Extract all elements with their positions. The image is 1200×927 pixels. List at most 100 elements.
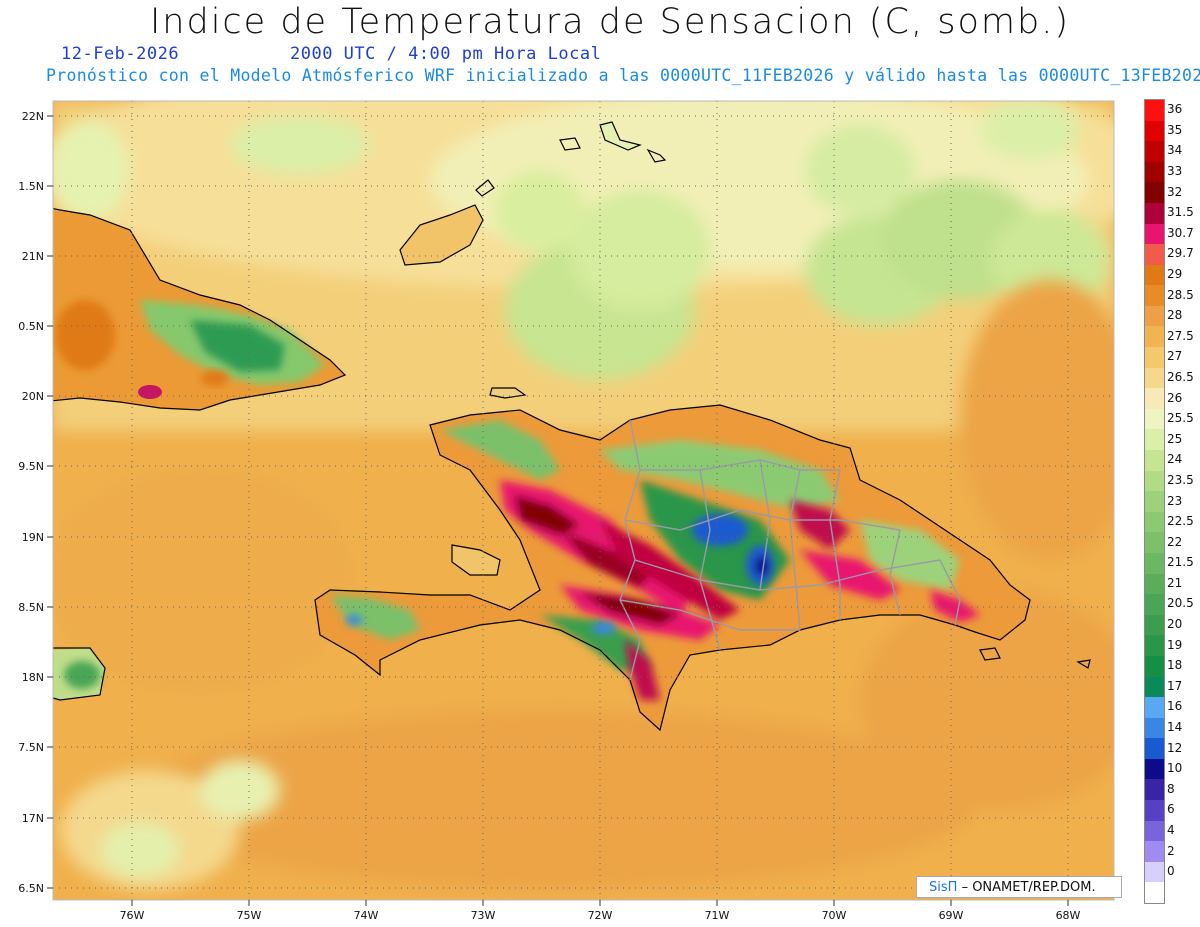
- lon-label: 71W: [705, 909, 730, 922]
- legend-label: 21.5: [1167, 555, 1194, 570]
- legend-label: 26: [1167, 390, 1183, 405]
- legend-label: 31.5: [1167, 205, 1194, 220]
- lon-label: 69W: [939, 909, 964, 922]
- province-borders: [619, 419, 961, 681]
- legend-swatch: [1145, 882, 1164, 904]
- legend-label: 22: [1167, 534, 1183, 549]
- legend-swatch: [1145, 861, 1164, 883]
- legend-label: 21: [1167, 575, 1183, 590]
- legend-swatch: [1145, 841, 1164, 863]
- lon-label: 70W: [822, 909, 847, 922]
- legend-label: 23.5: [1167, 472, 1194, 487]
- legend-swatch: [1145, 676, 1164, 698]
- gonave-landmass: [452, 545, 500, 575]
- map-title: Indice de Temperatura de Sensacion (C, s…: [149, 2, 1070, 42]
- lon-label: 73W: [471, 909, 496, 922]
- lon-label: 68W: [1056, 909, 1081, 922]
- legend-label: 29: [1167, 267, 1183, 281]
- legend-swatch: [1145, 429, 1164, 451]
- legend-label: 28.5: [1167, 287, 1194, 302]
- legend-swatch: [1145, 347, 1164, 369]
- legend-swatch: [1145, 285, 1164, 307]
- legend-label: 8: [1167, 781, 1175, 796]
- legend-label: 19: [1167, 637, 1183, 652]
- legend-swatch: [1145, 120, 1164, 142]
- ticks: [47, 115, 1069, 906]
- lat-label: 19N: [22, 531, 44, 544]
- legend-label: 18: [1167, 658, 1183, 673]
- legend-swatch: [1145, 635, 1164, 657]
- legend-label: 17: [1167, 678, 1183, 693]
- legend-label: 28: [1167, 308, 1183, 323]
- legend-swatch: [1145, 738, 1164, 760]
- hispaniola-landmass: [315, 405, 1030, 730]
- legend-label: 0: [1167, 864, 1175, 879]
- legend-label: 34: [1167, 143, 1183, 158]
- legend-label: 27.5: [1167, 328, 1194, 343]
- legend-swatch: [1145, 800, 1164, 822]
- legend-swatch: [1145, 491, 1164, 513]
- legend-label: 35: [1167, 122, 1183, 137]
- credit-box: SisΠ – ONAMET/REP.DOM.: [916, 876, 1122, 898]
- legend-label: 14: [1167, 719, 1183, 734]
- sispi-logo: SisΠ: [929, 880, 958, 895]
- legend-label: 16: [1167, 699, 1183, 714]
- lat-label: 1.5N: [18, 180, 44, 193]
- forecast-time: 2000 UTC / 4:00 pm Hora Local: [290, 44, 602, 64]
- legend-label: 26.5: [1167, 369, 1194, 384]
- legend-swatch: [1145, 779, 1164, 801]
- lon-label: 75W: [237, 909, 262, 922]
- legend-swatch: [1145, 532, 1164, 554]
- legend-swatch: [1145, 388, 1164, 410]
- legend-label: 29.7: [1167, 246, 1194, 261]
- coastlines: [53, 121, 1091, 732]
- legend-label: 23: [1167, 493, 1183, 508]
- legend-label: 20.5: [1167, 596, 1194, 611]
- map-frame: [52, 100, 1115, 901]
- legend-swatch: [1145, 141, 1164, 163]
- lat-label: 17N: [22, 812, 44, 825]
- legend-swatch: [1145, 408, 1164, 430]
- legend-swatch: [1145, 655, 1164, 677]
- legend-swatch: [1145, 100, 1164, 122]
- legend-swatch: [1145, 264, 1164, 286]
- legend-label: 20: [1167, 617, 1183, 632]
- lat-label: 9.5N: [18, 460, 44, 473]
- legend-label: 27: [1167, 349, 1183, 364]
- legend-swatch: [1145, 182, 1164, 204]
- legend-swatch: [1145, 305, 1164, 327]
- legend-label: 6: [1167, 802, 1175, 817]
- legend-label: 12: [1167, 740, 1183, 755]
- legend-label: 36: [1167, 102, 1183, 117]
- legend-label: 25: [1167, 431, 1183, 446]
- legend-swatch: [1145, 161, 1164, 183]
- legend-label: 24: [1167, 452, 1183, 467]
- legend-label: 22.5: [1167, 514, 1194, 529]
- legend-swatch: [1145, 594, 1164, 616]
- axis-labels: 22N 1.5N 21N 0.5N 20N 9.5N 19N 8.5N 18N …: [18, 110, 1080, 922]
- legend-label: 2: [1167, 843, 1175, 858]
- model-subtitle: Pronóstico con el Modelo Atmósferico WRF…: [46, 66, 1200, 85]
- legend-label: 33: [1167, 164, 1183, 179]
- lon-label: 74W: [354, 909, 379, 922]
- cuba-landmass: [53, 210, 345, 410]
- lat-label: 22N: [22, 110, 44, 123]
- legend-swatch: [1145, 450, 1164, 472]
- legend-swatch: [1145, 326, 1164, 348]
- lat-label: 18N: [22, 671, 44, 684]
- forecast-date: 12-Feb-2026: [61, 44, 180, 64]
- legend-swatch: [1145, 614, 1164, 636]
- lon-label: 72W: [588, 909, 613, 922]
- legend-swatch: [1145, 470, 1164, 492]
- lat-label: 8.5N: [18, 601, 44, 614]
- lat-label: 7.5N: [18, 741, 44, 754]
- legend-label: 10: [1167, 761, 1183, 776]
- legend-swatch: [1145, 820, 1164, 842]
- legend-label: 32: [1167, 184, 1183, 199]
- lat-label: 20N: [22, 390, 44, 403]
- legend-swatch: [1145, 367, 1164, 389]
- legend-label: 4: [1167, 822, 1175, 837]
- legend-swatch: [1145, 717, 1164, 739]
- legend-label: 25.5: [1167, 411, 1194, 426]
